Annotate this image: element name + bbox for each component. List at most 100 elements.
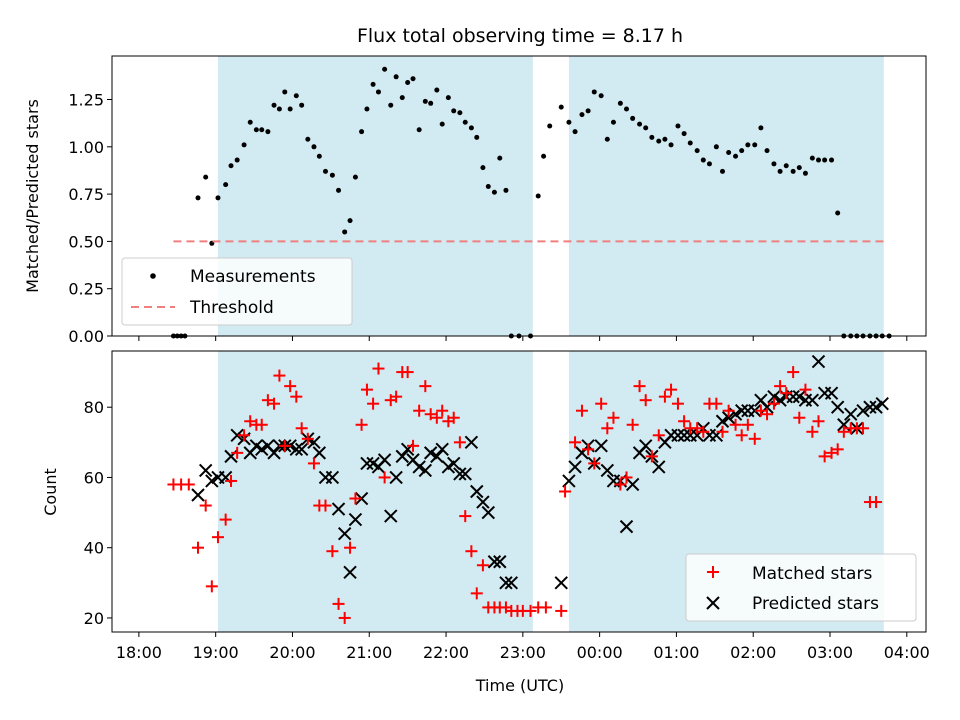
matched-star-point bbox=[447, 411, 460, 424]
predicted-stroke bbox=[748, 404, 762, 418]
predicted-stroke bbox=[312, 446, 327, 460]
measurement-point bbox=[822, 157, 828, 163]
measurement-point bbox=[579, 112, 585, 118]
matched-star-point bbox=[582, 443, 595, 456]
predicted-star-point bbox=[767, 389, 781, 404]
measurement-point bbox=[720, 168, 725, 174]
bottom-shaded-regions bbox=[217, 351, 884, 632]
matched-star-point bbox=[870, 496, 883, 509]
measurement-point bbox=[572, 129, 578, 135]
matched-star-point bbox=[812, 415, 825, 428]
matched-star-point bbox=[290, 390, 303, 403]
measurement-point bbox=[541, 153, 547, 159]
predicted-stroke bbox=[863, 400, 877, 414]
matched-star-point bbox=[555, 604, 568, 617]
measurement-point bbox=[649, 134, 655, 140]
predicted-stroke bbox=[267, 446, 281, 460]
predicted-stroke bbox=[754, 393, 768, 407]
measurement-point bbox=[253, 127, 259, 133]
predicted-star-point bbox=[721, 411, 736, 425]
matched-star-point bbox=[326, 545, 339, 558]
top-legend: Measurements Threshold bbox=[121, 257, 353, 326]
predicted-stroke bbox=[464, 435, 479, 450]
predicted-star-point bbox=[748, 404, 762, 418]
predicted-stroke bbox=[412, 460, 426, 474]
top-y-axis-label: Matched/Predicted stars bbox=[23, 99, 42, 293]
measurement-point bbox=[382, 66, 388, 72]
top-y-tick-label: 0.75 bbox=[68, 185, 104, 204]
matched-star-point bbox=[284, 380, 297, 393]
matched-star-point bbox=[697, 425, 710, 438]
measurement-point bbox=[287, 106, 293, 112]
chart-title: Flux total observing time = 8.17 h bbox=[357, 25, 683, 47]
predicted-star-point bbox=[568, 460, 582, 474]
x-tick-label: 04:00 bbox=[884, 643, 930, 662]
matched-star-point bbox=[459, 510, 472, 523]
measurement-point bbox=[399, 95, 405, 101]
predicted-stroke bbox=[294, 442, 309, 457]
predicted-stroke bbox=[844, 407, 858, 421]
measurement-point bbox=[234, 157, 240, 163]
predicted-star-point bbox=[863, 400, 877, 414]
measurement-point bbox=[796, 165, 802, 171]
predicted-star-point bbox=[504, 576, 519, 590]
matched-star-point bbox=[595, 397, 608, 410]
predicted-star-point bbox=[354, 491, 369, 506]
measurement-point bbox=[305, 136, 311, 142]
bottom-legend-box bbox=[685, 553, 917, 622]
measurement-point bbox=[558, 104, 564, 110]
measurement-point bbox=[591, 89, 597, 95]
predicted-stroke bbox=[384, 509, 398, 523]
predicted-stroke bbox=[639, 439, 653, 453]
matched-star-point bbox=[741, 418, 754, 431]
x-tick-label: 19:00 bbox=[193, 643, 239, 662]
x-tick-label: 21:00 bbox=[346, 643, 392, 662]
predicted-star-point bbox=[191, 488, 205, 502]
predicted-stroke bbox=[786, 389, 800, 404]
measurement-point bbox=[771, 161, 777, 167]
matched-star-point bbox=[424, 408, 437, 421]
legend-predicted-label: Predicted stars bbox=[752, 594, 879, 614]
matched-star-point bbox=[338, 611, 351, 624]
measurement-point bbox=[462, 119, 468, 125]
measurement-point bbox=[405, 79, 411, 85]
top-x-axis bbox=[138, 336, 908, 341]
predicted-stroke bbox=[652, 460, 666, 474]
predicted-stroke bbox=[568, 460, 582, 474]
predicted-stroke bbox=[435, 442, 449, 457]
matched-star-point bbox=[787, 366, 800, 379]
top-shaded-regions bbox=[217, 56, 884, 336]
legend-threshold-label: Threshold bbox=[189, 298, 274, 318]
matched-star-point bbox=[818, 450, 831, 463]
measurement-point bbox=[457, 110, 463, 116]
predicted-star-point bbox=[453, 467, 467, 481]
matched-star-point bbox=[524, 604, 537, 617]
measurement-point bbox=[700, 157, 706, 163]
measurement-point bbox=[316, 153, 322, 159]
matched-star-point bbox=[355, 418, 368, 431]
measurement-point bbox=[726, 149, 732, 155]
bottom-y-tick-label: 80 bbox=[84, 398, 104, 417]
matched-star-point bbox=[278, 439, 291, 452]
measurement-point bbox=[347, 218, 353, 224]
predicted-stroke bbox=[218, 470, 233, 485]
predicted-stroke bbox=[734, 404, 749, 418]
predicted-stroke bbox=[289, 442, 304, 457]
predicted-stroke bbox=[458, 467, 472, 481]
legend-predicted-marker bbox=[706, 596, 720, 610]
predicted-star-point bbox=[464, 435, 479, 450]
measurement-point bbox=[535, 193, 541, 199]
measurement-point bbox=[764, 148, 770, 154]
measurement-point bbox=[491, 189, 497, 195]
measurement-point bbox=[777, 168, 783, 174]
predicted-stroke bbox=[594, 439, 608, 453]
predicted-star-point bbox=[805, 393, 820, 407]
measurement-point bbox=[503, 187, 509, 193]
top-y-tick-label: 0.50 bbox=[68, 232, 104, 251]
predicted-stroke bbox=[499, 576, 513, 590]
measurement-point bbox=[706, 161, 712, 167]
matched-star-point bbox=[301, 432, 314, 445]
predicted-star-point bbox=[715, 414, 730, 428]
matched-star-point bbox=[837, 425, 850, 438]
legend-matched-marker bbox=[707, 566, 719, 578]
